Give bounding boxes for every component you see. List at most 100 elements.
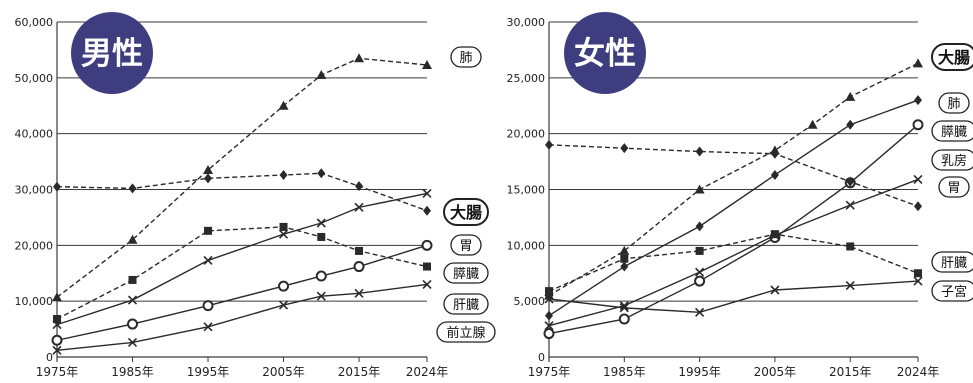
female-series-大腸-point — [619, 245, 630, 255]
female-series-胃-point — [695, 267, 705, 277]
male-y-ticks: 0 10,000 20,000 30,000 40,000 50,000 60,000 — [15, 16, 54, 364]
female-x-ticks: 1975年 1985年 1995年 2005年 2015年 2024年 — [528, 357, 940, 379]
female-series-label: 胃 — [947, 181, 960, 196]
male-series-大腸-point — [278, 229, 289, 239]
female-x-tick-label: 2024年 — [897, 365, 940, 379]
female-chart: 0 5,000 10,000 15,000 20,000 25,000 30,000 197… — [507, 12, 973, 379]
female-series-肝臓-point — [846, 242, 855, 251]
male-y-tick-label: 0 — [46, 351, 53, 364]
male-series-膵臓-point — [317, 232, 326, 241]
male-chart: 0 10,000 20,000 30,000 40,000 50,000 60,000 19… — [15, 12, 496, 379]
female-series-label: 膵臓 — [941, 125, 967, 140]
female-series-肺-point — [770, 169, 779, 180]
female-series-乳房-point — [846, 176, 855, 187]
male-series-label: 大腸 — [450, 203, 482, 222]
male-series-肝臓-point — [353, 261, 365, 273]
female-label-pill — [931, 120, 973, 142]
male-series-胃-point — [355, 181, 364, 192]
male-series-肺-point — [316, 70, 327, 80]
female-label-pill — [931, 149, 973, 171]
female-series-胃-point — [913, 174, 923, 185]
male-x-tick-label: 2005年 — [262, 365, 305, 379]
male-series-label: 胃 — [459, 239, 472, 254]
female-series-大腸-point — [913, 58, 923, 68]
male-series-肺-point — [278, 100, 289, 110]
female-series-label: 子宮 — [941, 284, 967, 300]
female-series-肝臓-point — [770, 230, 779, 239]
male-series-肺-point — [354, 53, 365, 63]
male-series-膵臓-line — [56, 226, 428, 320]
female-series-胃-point — [845, 200, 855, 210]
male-series-胃-point — [423, 205, 431, 216]
male-label-pill — [443, 293, 489, 315]
female-x-tick-label: 1975年 — [528, 365, 571, 379]
male-series-膵臓-point — [128, 275, 137, 284]
female-y-tick-label: 20,000 — [507, 128, 546, 141]
female-series-膵臓-point — [912, 119, 924, 131]
male-series-胃-point — [204, 173, 213, 184]
female-series — [543, 58, 924, 340]
male-series-大腸-line — [56, 192, 428, 326]
male-series — [51, 53, 433, 355]
male-y-tick-label: 10,000 — [15, 295, 54, 308]
male-title-badge: 男性 — [71, 12, 153, 94]
male-x-ticks: 1975年 1985年 1995年 2005年 2015年 2024年 — [36, 357, 448, 379]
female-series-大腸-point — [845, 91, 856, 101]
female-series-肝臓-point — [545, 287, 553, 296]
female-series-子宮-point — [845, 280, 855, 291]
female-title-badge: 女性 — [564, 12, 646, 94]
female-series-label: 乳房 — [941, 153, 967, 169]
male-series-膵臓-point — [355, 246, 364, 255]
female-series-乳房-point — [545, 139, 553, 150]
male-series-肝臓-point — [278, 280, 290, 292]
male-y-tick-label: 50,000 — [15, 72, 54, 85]
male-series-label: 前立腺 — [446, 325, 485, 341]
female-x-tick-label: 1995年 — [678, 365, 721, 379]
male-series-label: 肺 — [459, 51, 472, 66]
male-series-前立腺-point — [422, 279, 432, 289]
male-series-肺-point — [422, 59, 432, 69]
male-series-肝臓-line — [56, 244, 428, 341]
male-series-膵臓-point — [423, 262, 431, 271]
male-label-pill — [443, 262, 489, 284]
female-series-膵臓-line — [548, 124, 919, 335]
male-series-肝臓-point — [421, 239, 433, 251]
male-series-膵臓-point — [53, 315, 61, 324]
female-series-肺-point — [545, 310, 553, 321]
male-series-前立腺-point — [52, 345, 62, 355]
female-series-子宮-point — [695, 307, 705, 317]
female-series-胃-point — [544, 321, 554, 331]
female-series-肝臓-point — [620, 254, 629, 263]
female-series-乳房-point — [695, 146, 704, 157]
male-series-胃-point — [53, 181, 61, 192]
male-x-tick-label: 1975年 — [36, 365, 79, 379]
male-x-tick-label: 1995年 — [187, 365, 230, 379]
male-series-前立腺-point — [354, 288, 364, 298]
male-y-tick-label: 30,000 — [15, 184, 54, 197]
female-y-tick-label: 15,000 — [507, 184, 546, 197]
female-series-膵臓-point — [694, 275, 706, 287]
female-series-子宮-point — [619, 303, 629, 313]
male-series-前立腺-point — [316, 291, 326, 301]
female-series-胃-line — [548, 178, 919, 327]
female-y-tick-label: 30,000 — [507, 16, 546, 29]
male-y-tick-label: 60,000 — [15, 16, 54, 29]
female-label-pill — [931, 43, 973, 71]
male-series-肝臓-point — [202, 300, 214, 312]
female-y-tick-label: 25,000 — [507, 72, 546, 85]
male-series-前立腺-point — [127, 337, 138, 348]
female-x-tick-label: 2015年 — [829, 365, 872, 379]
male-series-前立腺-point — [203, 322, 213, 332]
female-series-肺-point — [695, 221, 704, 232]
male-series-胃-point — [128, 183, 137, 194]
male-y-tick-label: 40,000 — [15, 128, 54, 141]
female-label-pill — [938, 92, 970, 114]
female-y-tick-label: 5,000 — [514, 295, 546, 308]
male-x-tick-label: 2015年 — [338, 365, 381, 379]
female-series-肺-point — [846, 119, 855, 130]
male-y-tick-label: 20,000 — [15, 239, 54, 252]
female-series-乳房-point — [770, 148, 779, 159]
female-series-子宮-point — [913, 276, 923, 286]
